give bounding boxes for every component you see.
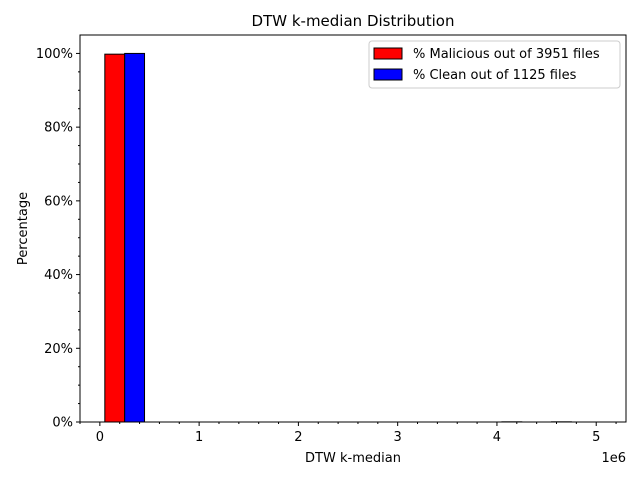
legend-label: % Clean out of 1125 files [413, 68, 577, 83]
x-tick-label: 3 [394, 430, 402, 445]
y-tick-label: 60% [44, 194, 73, 209]
y-axis-ticks: 0% 20% 40% 60% 80% 100% [36, 47, 80, 431]
chart-title: DTW k-median Distribution [252, 12, 455, 30]
x-axis-label: DTW k-median [305, 451, 401, 466]
x-tick-label: 2 [294, 430, 302, 445]
y-tick-label: 40% [44, 268, 73, 283]
bar-series-1-bin-0 [124, 52, 146, 423]
legend-swatch [373, 47, 403, 60]
x-tick-label: 4 [493, 430, 501, 445]
y-tick-label: 80% [44, 121, 73, 136]
legend-swatch [373, 68, 403, 81]
plot-frame [79, 34, 627, 423]
x-tick-label: 1 [195, 430, 203, 445]
x-tick-label: 5 [592, 430, 600, 445]
x-tick-label: 0 [96, 430, 104, 445]
y-tick-label: 0% [52, 416, 73, 431]
legend: % Malicious out of 3951 files % Clean out… [368, 40, 621, 89]
bar-series-0-bin-0 [104, 53, 126, 423]
y-axis-label: Percentage [16, 192, 31, 265]
bar-group [104, 52, 592, 423]
x-axis-offset-text: 1e6 [601, 451, 626, 466]
legend-label: % Malicious out of 3951 files [413, 47, 600, 62]
x-axis-ticks: 0 1 2 3 4 5 [79, 422, 617, 445]
y-tick-label: 20% [44, 342, 73, 357]
legend-box [368, 40, 621, 89]
y-tick-label: 100% [36, 47, 73, 62]
